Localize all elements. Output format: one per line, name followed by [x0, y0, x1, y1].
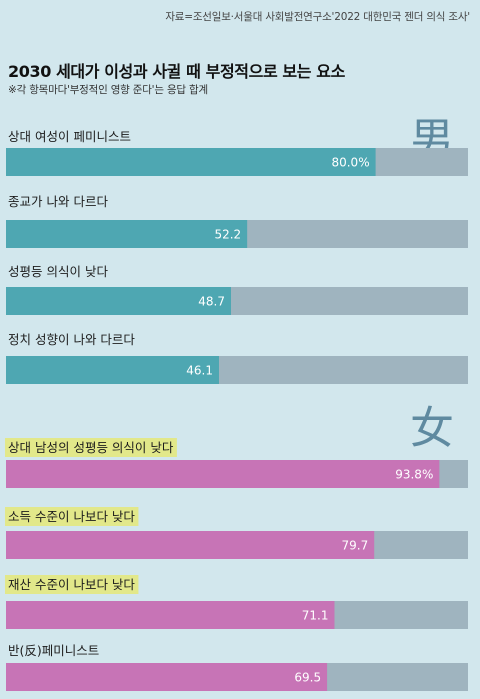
female-category-label: 재산 수준이 나보다 낮다 — [8, 577, 135, 592]
female-label-highlight — [5, 438, 177, 457]
chart-subtitle: ※각 항목마다'부정적인 영향 준다'는 응답 합계 — [8, 84, 208, 96]
male-category-label: 종교가 나와 다르다 — [8, 194, 108, 209]
male-bar — [6, 148, 376, 176]
male-category-label: 상대 여성이 페미니스트 — [8, 129, 131, 144]
female-label-highlight — [5, 575, 139, 594]
male-value-label: 46.1 — [186, 364, 213, 378]
male-bar — [6, 220, 248, 248]
female-category-label: 상대 남성의 성평등 의식이 낮다 — [8, 440, 174, 455]
female-value-label: 79.7 — [341, 539, 368, 553]
male-category-label: 정치 성향이 나와 다르다 — [8, 332, 135, 347]
female-value-label: 71.1 — [302, 609, 329, 623]
female-bar — [6, 460, 440, 488]
source-note: 자료=조선일보·서울대 사회발전연구소'2022 대한민국 젠더 의식 조사' — [165, 11, 470, 23]
female-label-highlight — [5, 507, 139, 526]
male-value-label: 52.2 — [214, 228, 241, 242]
female-value-label: 69.5 — [294, 671, 321, 685]
female-category-label: 반(反)페미니스트 — [8, 643, 99, 658]
female-value-label: 93.8% — [395, 468, 433, 482]
male-bar — [6, 356, 219, 384]
male-value-label: 48.7 — [198, 295, 225, 309]
female-bar — [6, 531, 375, 559]
male-bar — [6, 287, 231, 315]
female-bar — [6, 663, 328, 691]
female-group-label: 女 — [410, 403, 454, 454]
female-category-label: 소득 수준이 나보다 낮다 — [8, 509, 135, 524]
chart-title: 2030 세대가 이성과 사귈 때 부정적으로 보는 요소 — [8, 62, 345, 81]
female-bar — [6, 601, 335, 629]
male-value-label: 80.0% — [331, 156, 369, 170]
male-category-label: 성평등 의식이 낮다 — [8, 264, 108, 279]
